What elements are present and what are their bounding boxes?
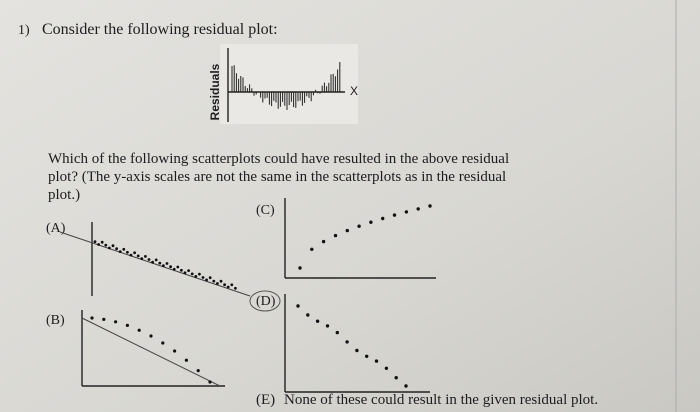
scatter-dot — [374, 359, 379, 363]
scatter-dot — [216, 282, 219, 285]
question-number: 1) — [18, 23, 30, 38]
option-label: (E) — [256, 392, 275, 408]
scatter-dot — [93, 240, 97, 244]
scatter-dot — [118, 250, 122, 254]
scatter-dot — [125, 323, 129, 327]
y-axis-label: Residuals — [208, 63, 222, 120]
scatter-dot — [136, 254, 140, 258]
scatter-dot — [394, 376, 398, 380]
scatter-dot — [223, 283, 227, 287]
option-label: (B) — [46, 313, 65, 328]
question-line: plot? (The y-axis scales are not the sam… — [48, 169, 506, 185]
scatter-dot — [335, 330, 339, 335]
scatter-dot — [104, 243, 108, 247]
scatter-dot — [392, 213, 397, 217]
scatter-dot — [172, 267, 176, 271]
scatter-dot — [161, 341, 165, 345]
scatter-dot — [325, 324, 330, 328]
scatter-dot — [162, 264, 165, 268]
scatter-dot — [234, 286, 237, 290]
scatter-dot — [208, 380, 212, 384]
prompt: Consider the following residual plot: — [42, 21, 278, 38]
scatter-dot — [298, 266, 302, 270]
scatter-dot — [212, 279, 216, 283]
scatter-dot — [315, 319, 320, 323]
scatter-dot — [147, 258, 151, 261]
scatter-dot — [133, 251, 137, 255]
scatter-dot — [230, 283, 234, 287]
scatter-dot — [115, 247, 118, 251]
fit-line — [59, 231, 251, 297]
residual-spikes — [231, 62, 341, 110]
scatter-dot — [296, 304, 300, 308]
question-line: plot.) — [48, 187, 80, 203]
scatter-dot — [90, 316, 94, 320]
scatter-dot — [169, 265, 173, 269]
scatter-dot — [102, 317, 106, 321]
scatter-dot — [416, 207, 420, 211]
scatter-dot — [428, 204, 432, 208]
scatter-dot — [129, 253, 133, 257]
scatter-dot — [369, 220, 373, 224]
scatter-dot — [196, 369, 200, 373]
scatter-dot — [384, 366, 389, 370]
scatter-dot — [111, 244, 115, 248]
option-label: (A) — [46, 221, 66, 236]
option-label: (D) — [256, 294, 276, 309]
question-line: Which of the following scatterplots coul… — [48, 151, 509, 167]
scatter-dot — [345, 340, 349, 344]
scatter-dot — [310, 247, 314, 251]
scatter-dot — [205, 278, 209, 282]
x-axis-label: X — [350, 84, 358, 98]
scatter-dot — [144, 255, 147, 258]
scatter-dot — [345, 228, 349, 233]
fit-line — [81, 317, 221, 387]
scatter-dot — [321, 239, 326, 244]
scatter-dot — [183, 271, 187, 275]
scatter-dot — [219, 279, 223, 283]
scatter-dot — [306, 313, 310, 317]
scatter-dot — [333, 233, 338, 238]
scatter-dot — [404, 384, 408, 388]
scatter-dot — [180, 268, 183, 272]
scatter-dot — [149, 334, 153, 338]
scatter-dot — [158, 261, 162, 265]
scatter-dot — [355, 348, 359, 353]
answer-circle — [249, 290, 281, 312]
scatter-dot — [114, 320, 118, 324]
scatter-dot — [140, 257, 144, 260]
scatter-dot — [381, 216, 385, 221]
scatter-dot — [176, 265, 180, 269]
scatter-dot — [357, 224, 361, 228]
scatter-dot — [201, 276, 205, 279]
scatter-dot — [173, 349, 177, 353]
option-text: None of these could result in the given … — [284, 392, 598, 408]
scatter-dot — [165, 262, 169, 265]
scatter-dot — [100, 240, 104, 244]
scatter-dot — [208, 276, 212, 280]
scatter-dot — [126, 250, 129, 254]
scatter-dot — [137, 328, 141, 332]
scatter-dot — [97, 243, 100, 246]
scatter-dot — [198, 272, 201, 276]
scatter-dot — [190, 272, 194, 276]
scatter-dot — [122, 247, 126, 251]
scatter-dot — [184, 358, 188, 362]
scatter-dot — [154, 258, 158, 262]
scatter-dot — [404, 210, 409, 214]
residual-plot: Residuals X — [208, 44, 358, 124]
scatter-dot — [187, 269, 191, 272]
scatter-dot — [226, 285, 230, 289]
scatter-dot — [108, 246, 111, 250]
scatter-dot — [194, 275, 198, 278]
scatter-dot — [151, 260, 155, 264]
scatter-dot — [365, 354, 369, 358]
option-label: (C) — [256, 203, 275, 218]
